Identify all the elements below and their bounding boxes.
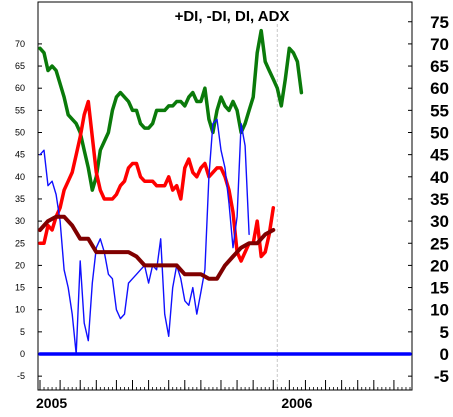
right-tick-label: -5 [434, 367, 449, 386]
x-year-label: 2006 [281, 395, 312, 411]
left-tick-label: 40 [15, 172, 25, 182]
right-tick-label: 75 [430, 13, 449, 32]
right-tick-label: 5 [440, 323, 449, 342]
left-tick-label: 10 [15, 305, 25, 315]
x-year-label: 2005 [36, 395, 67, 411]
left-tick-label: 0 [20, 349, 25, 359]
left-tick-label: 65 [15, 61, 25, 71]
left-tick-label: 45 [15, 150, 25, 160]
left-tick-label: 25 [15, 238, 25, 248]
left-tick-label: 35 [15, 194, 25, 204]
left-tick-label: 50 [15, 128, 25, 138]
right-tick-label: 60 [430, 79, 449, 98]
right-tick-label: 10 [430, 301, 449, 320]
right-tick-label: 50 [430, 124, 449, 143]
right-tick-label: 40 [430, 168, 449, 187]
right-tick-label: 55 [430, 101, 449, 120]
right-tick-label: 45 [430, 146, 449, 165]
left-tick-label: 55 [15, 105, 25, 115]
series-line-plusdi [38, 28, 304, 192]
left-tick-label: 30 [15, 216, 25, 226]
right-y-axis: -5 0 5 10 15 20 25 30 35 40 45 50 55 60 65 70 75 [408, 13, 449, 386]
right-tick-label: 35 [430, 190, 449, 209]
x-axis: 2005 2006 [36, 380, 411, 411]
right-tick-label: 25 [430, 234, 449, 253]
left-tick-label: 60 [15, 83, 25, 93]
left-tick-label: 20 [15, 260, 25, 270]
left-tick-label: -5 [17, 371, 25, 381]
series-layer [38, 28, 412, 356]
right-tick-label: 30 [430, 212, 449, 231]
right-tick-label: 15 [430, 279, 449, 298]
right-tick-label: 70 [430, 35, 449, 54]
right-tick-label: 0 [440, 345, 449, 364]
left-tick-label: 5 [20, 327, 25, 337]
chart-title: +DI, -DI, DI, ADX [175, 8, 290, 25]
series-line-minusdi [38, 99, 276, 263]
right-tick-label: 20 [430, 256, 449, 275]
left-tick-label: 70 [15, 39, 25, 49]
left-tick-label: 15 [15, 283, 25, 293]
right-tick-label: 65 [430, 57, 449, 76]
left-y-axis: -5 0 5 10 15 20 25 30 35 40 45 50 55 60 65 70 [15, 39, 42, 381]
series-line-adx [38, 214, 276, 281]
